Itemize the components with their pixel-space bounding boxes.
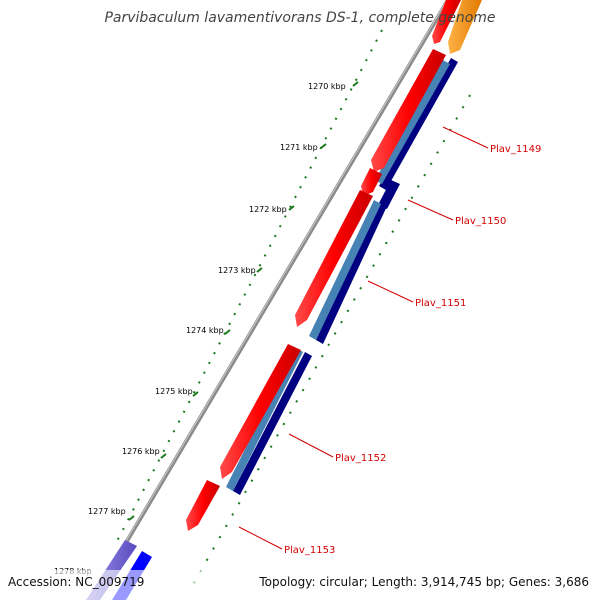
- kbp-label: 1272 kbp: [249, 205, 287, 214]
- tick-mark: [192, 391, 199, 397]
- tick-mark: [320, 143, 327, 149]
- navy-feature: [379, 58, 458, 190]
- steelblue-feature: [226, 348, 303, 491]
- cds-orange: [448, 0, 482, 54]
- kbp-label: 1273 kbp: [218, 266, 256, 275]
- gene-label-plav-1153: Plav_1153: [284, 545, 335, 556]
- cds-top-red: [432, 0, 461, 44]
- cds-plav-1152: [220, 344, 301, 479]
- cds-plav-1151: [295, 190, 373, 327]
- leader-line: [367, 280, 414, 303]
- leader-line: [442, 126, 489, 149]
- major-ticks: [128, 81, 359, 521]
- navy-feature-track: [233, 58, 458, 495]
- topology-text: Topology: circular; Length: 3,914,745 bp…: [258, 575, 589, 589]
- tick-mark: [256, 267, 263, 273]
- kbp-label: 1270 kbp: [308, 82, 346, 91]
- leader-line: [238, 526, 283, 550]
- genome-backbone: [90, 0, 450, 600]
- kbp-label: 1275 kbp: [155, 387, 193, 396]
- kbp-label: 1274 kbp: [186, 326, 224, 335]
- tick-mark: [160, 453, 167, 459]
- gene-label-plav-1150: Plav_1150: [455, 216, 506, 227]
- steelblue-feature: [309, 200, 381, 340]
- kbp-label: 1271 kbp: [280, 143, 318, 152]
- gene-label-plav-1149: Plav_1149: [490, 144, 541, 155]
- leader-line: [288, 433, 334, 458]
- tick-mark: [128, 515, 135, 521]
- map-title: Parvibaculum lavamentivorans DS-1, compl…: [104, 10, 495, 26]
- gene-label-plav-1152: Plav_1152: [335, 453, 386, 464]
- footer-fade: [0, 570, 600, 600]
- cds-plav-1149: [371, 49, 446, 172]
- gene-labels: Plav_1149 Plav_1150 Plav_1151 Plav_1152 …: [238, 126, 541, 556]
- navy-feature: [316, 200, 388, 344]
- steelblue-feature: [375, 60, 450, 184]
- cds-plav-1150: [361, 168, 382, 196]
- steelblue-feature-track: [226, 60, 450, 491]
- genome-backbone-highlight: [90, 0, 448, 600]
- tick-mark: [224, 329, 231, 335]
- navy-feature: [233, 352, 312, 495]
- kbp-label: 1277 kbp: [88, 507, 126, 516]
- gene-label-plav-1151: Plav_1151: [415, 298, 466, 309]
- leader-line: [407, 199, 454, 221]
- kbp-label: 1276 kbp: [122, 447, 160, 456]
- tick-mark: [288, 205, 295, 211]
- tick-ring-inner: [189, 94, 471, 591]
- cds-plav-1153: [186, 480, 220, 531]
- tick-mark: [352, 81, 359, 87]
- accession-text: Accession: NC_009719: [8, 575, 144, 589]
- forward-cds-track: [186, 0, 461, 531]
